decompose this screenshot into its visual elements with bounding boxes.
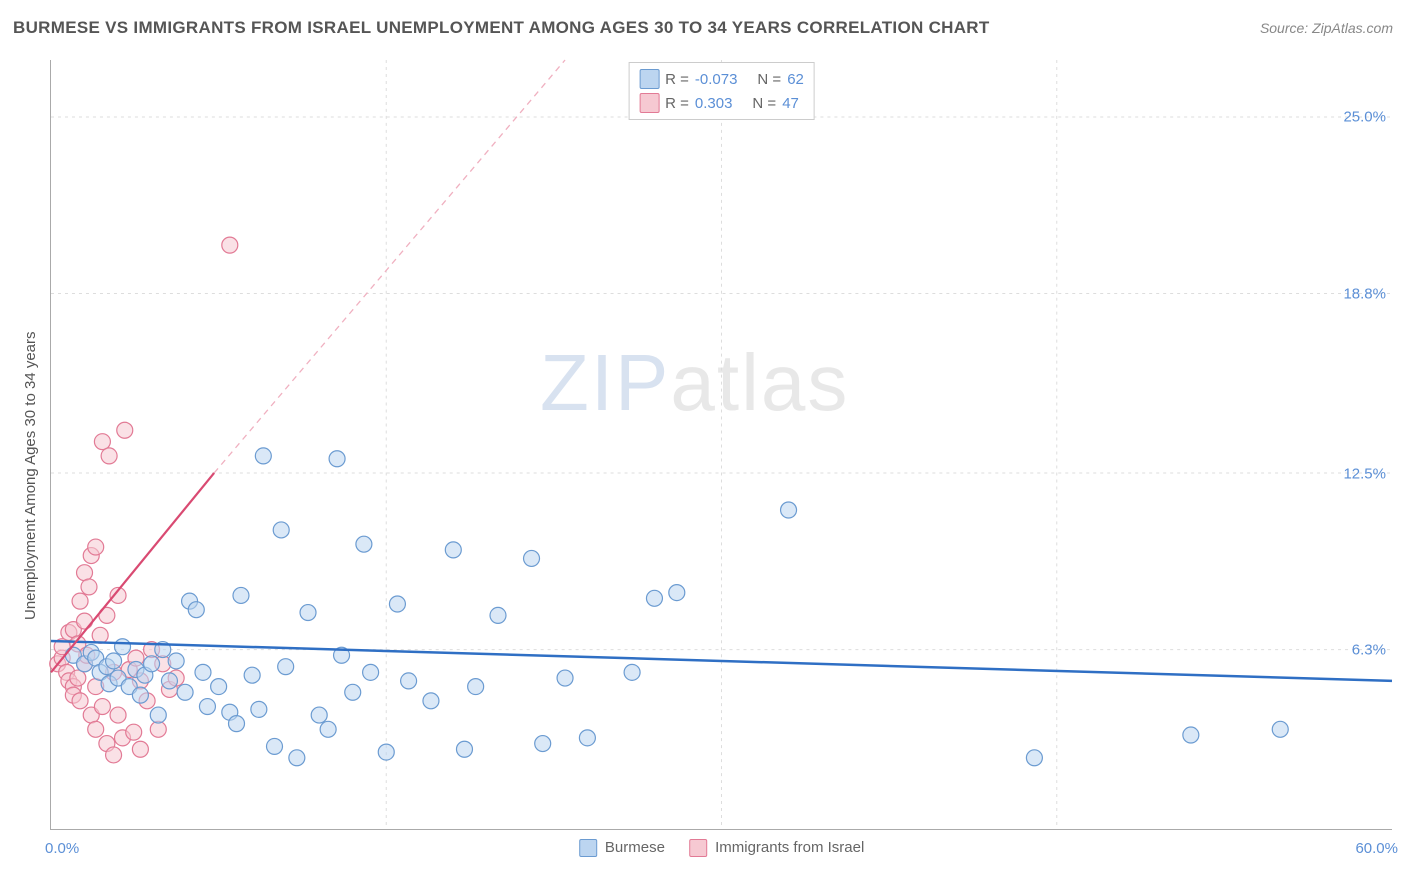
y-tick-label: 6.3% [1352, 642, 1386, 659]
legend-series: Burmese Immigrants from Israel [579, 839, 865, 857]
chart-svg [51, 60, 1392, 829]
legend-item-burmese: Burmese [579, 839, 665, 857]
legend-item-israel: Immigrants from Israel [689, 839, 864, 857]
y-axis-label: Unemployment Among Ages 30 to 34 years [22, 331, 39, 620]
swatch-burmese [639, 69, 659, 89]
swatch-burmese-sm [579, 839, 597, 857]
plot-area: ZIPatlas R = -0.073 N = 62 R = 0.303 N =… [50, 60, 1392, 830]
y-tick-label: 12.5% [1343, 465, 1386, 482]
swatch-israel [639, 93, 659, 113]
chart-title: BURMESE VS IMMIGRANTS FROM ISRAEL UNEMPL… [13, 18, 990, 38]
y-tick-label: 25.0% [1343, 109, 1386, 126]
source-attribution: Source: ZipAtlas.com [1260, 20, 1393, 36]
y-tick-label: 18.8% [1343, 285, 1386, 302]
x-min-label: 0.0% [45, 840, 79, 857]
x-max-label: 60.0% [1355, 840, 1398, 857]
legend-row-burmese: R = -0.073 N = 62 [639, 67, 804, 91]
legend-correlation: R = -0.073 N = 62 R = 0.303 N = 47 [628, 62, 815, 120]
legend-row-israel: R = 0.303 N = 47 [639, 91, 804, 115]
swatch-israel-sm [689, 839, 707, 857]
